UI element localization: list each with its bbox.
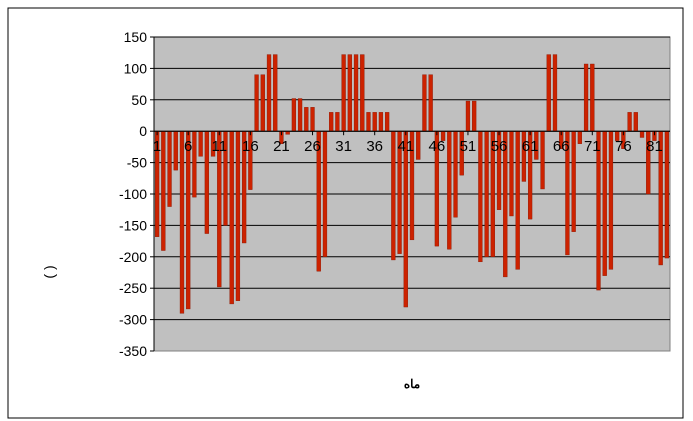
bar	[360, 54, 365, 132]
y-tick-label: 150	[124, 29, 148, 45]
bar	[416, 130, 421, 160]
x-tick-label: 31	[335, 138, 352, 155]
bar	[472, 100, 477, 132]
bar	[602, 130, 607, 276]
bar	[509, 130, 514, 217]
bar	[428, 74, 433, 132]
bar	[403, 130, 408, 308]
y-tick-label: -250	[119, 280, 147, 296]
bar	[273, 54, 278, 132]
bar	[478, 130, 483, 263]
bar	[260, 74, 265, 132]
bar	[627, 112, 632, 132]
bar	[322, 130, 328, 257]
x-tick-label: 26	[304, 138, 321, 155]
x-tick-label: 76	[615, 138, 632, 155]
bar	[447, 130, 452, 250]
bar	[484, 130, 489, 257]
bar	[590, 63, 595, 132]
bar	[633, 112, 638, 132]
x-tick-label: 71	[584, 138, 601, 155]
bar	[235, 130, 241, 301]
bar	[173, 130, 178, 171]
bar	[229, 130, 234, 305]
bar	[167, 130, 172, 207]
bar	[341, 54, 346, 132]
bar	[366, 112, 371, 132]
bar	[372, 112, 377, 132]
y-tick-label: -50	[127, 155, 147, 171]
x-tick-label: 81	[646, 138, 663, 155]
bar	[571, 130, 576, 232]
x-tick-label: 46	[429, 138, 446, 155]
bar	[583, 63, 589, 132]
bar	[639, 130, 645, 138]
bar	[297, 98, 303, 132]
bar	[198, 130, 203, 157]
y-tick-label: -350	[119, 343, 147, 359]
x-tick-label: 51	[460, 138, 477, 155]
bar	[204, 130, 209, 234]
bar-series	[154, 54, 670, 314]
bar	[664, 130, 670, 259]
x-tick-label: 21	[273, 138, 290, 155]
x-tick-label: 41	[397, 138, 414, 155]
x-axis-title: ماه	[404, 377, 420, 391]
bar	[304, 107, 309, 132]
bar	[540, 130, 545, 190]
y-tick-label: -150	[119, 217, 147, 233]
bar	[515, 130, 520, 270]
bar	[608, 130, 614, 270]
y-tick-label: -300	[119, 312, 147, 328]
x-tick-label: 16	[242, 138, 259, 155]
bar	[329, 112, 334, 132]
y-tick-label: 50	[131, 92, 147, 108]
bar	[391, 130, 396, 261]
bar	[161, 130, 166, 251]
x-tick-labels: 1 6 11 16 21 26 31 36 41 46 51 56 61 66 71 76 81	[153, 131, 663, 155]
bar	[465, 100, 471, 132]
x-tick-label: 56	[491, 138, 508, 155]
x-tick-label: 61	[522, 138, 539, 155]
y-tick-label: 0	[139, 123, 147, 139]
bar	[546, 54, 551, 132]
bar	[186, 130, 191, 310]
bar	[291, 98, 297, 132]
bar	[347, 54, 352, 132]
bar	[192, 130, 197, 198]
bar	[266, 54, 272, 132]
x-tick-label: 6	[184, 138, 192, 155]
bar	[577, 130, 582, 144]
bar	[385, 112, 390, 132]
x-tick-label: 11	[211, 138, 227, 155]
y-tick-labels: 150 100 50 0 -50 -100 -150 -200 -250 -300 -350	[119, 29, 154, 359]
y-tick-label: -100	[119, 186, 147, 202]
bar	[422, 74, 427, 132]
bar	[552, 54, 558, 132]
bar	[179, 130, 185, 314]
x-tick-label: 66	[553, 138, 570, 155]
bar	[453, 130, 458, 218]
y-tick-label: -200	[119, 249, 147, 265]
x-tick-label: 1	[153, 138, 161, 155]
y-tick-label: 100	[124, 60, 148, 76]
x-tick-label: 36	[366, 138, 383, 155]
bar	[254, 74, 259, 132]
bar	[378, 112, 384, 132]
bar	[335, 112, 340, 132]
y-axis-title: ( )	[41, 265, 57, 278]
bar	[310, 107, 315, 132]
bar	[353, 54, 359, 132]
